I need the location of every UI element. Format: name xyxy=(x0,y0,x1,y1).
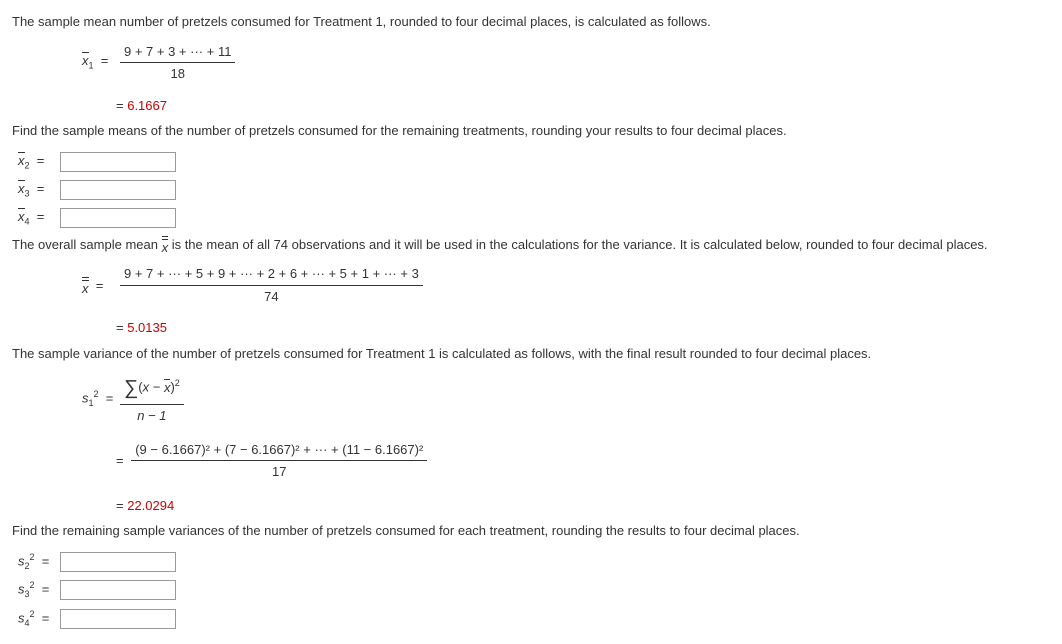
var-input-row-3: s32 = xyxy=(18,579,1050,601)
mean-label-3: x3 = xyxy=(18,179,60,201)
mean-label-4: x4 = xyxy=(18,207,60,229)
equation-overall-mean: x = 9 + 7 + ··· + 5 + 9 + ··· + 2 + 6 + … xyxy=(82,264,1050,338)
var-input-row-2: s22 = xyxy=(18,551,1050,573)
var-input-4[interactable] xyxy=(60,609,176,629)
instruction-means: Find the sample means of the number of p… xyxy=(12,121,1050,141)
var-input-3[interactable] xyxy=(60,580,176,600)
overall-mean-paragraph: The overall sample mean x is the mean of… xyxy=(12,235,1050,255)
mean-label-2: x2 = xyxy=(18,151,60,173)
equation-x1: x1 = 9 + 7 + 3 + ··· + 11 18 = 6.1667 xyxy=(82,42,1050,116)
intro-paragraph-1: The sample mean number of pretzels consu… xyxy=(12,12,1050,32)
instruction-variances: Find the remaining sample variances of t… xyxy=(12,521,1050,541)
var-input-row-4: s42 = xyxy=(18,608,1050,630)
mean-input-row-2: x2 = xyxy=(18,151,1050,173)
mean-input-4[interactable] xyxy=(60,208,176,228)
variance-paragraph: The sample variance of the number of pre… xyxy=(12,344,1050,364)
equation-s1sq: s12 = ∑(x − x)2 n − 1 = (9 − 6.1667)² + … xyxy=(82,373,1050,515)
var-label-2: s22 = xyxy=(18,551,60,573)
var-input-2[interactable] xyxy=(60,552,176,572)
result-overall-mean: 5.0135 xyxy=(127,318,167,338)
result-x1: 6.1667 xyxy=(127,96,167,116)
mean-input-3[interactable] xyxy=(60,180,176,200)
result-s1sq: 22.0294 xyxy=(127,496,174,516)
mean-input-row-4: x4 = xyxy=(18,207,1050,229)
mean-input-row-3: x3 = xyxy=(18,179,1050,201)
mean-input-2[interactable] xyxy=(60,152,176,172)
var-label-4: s42 = xyxy=(18,608,60,630)
var-label-3: s32 = xyxy=(18,579,60,601)
